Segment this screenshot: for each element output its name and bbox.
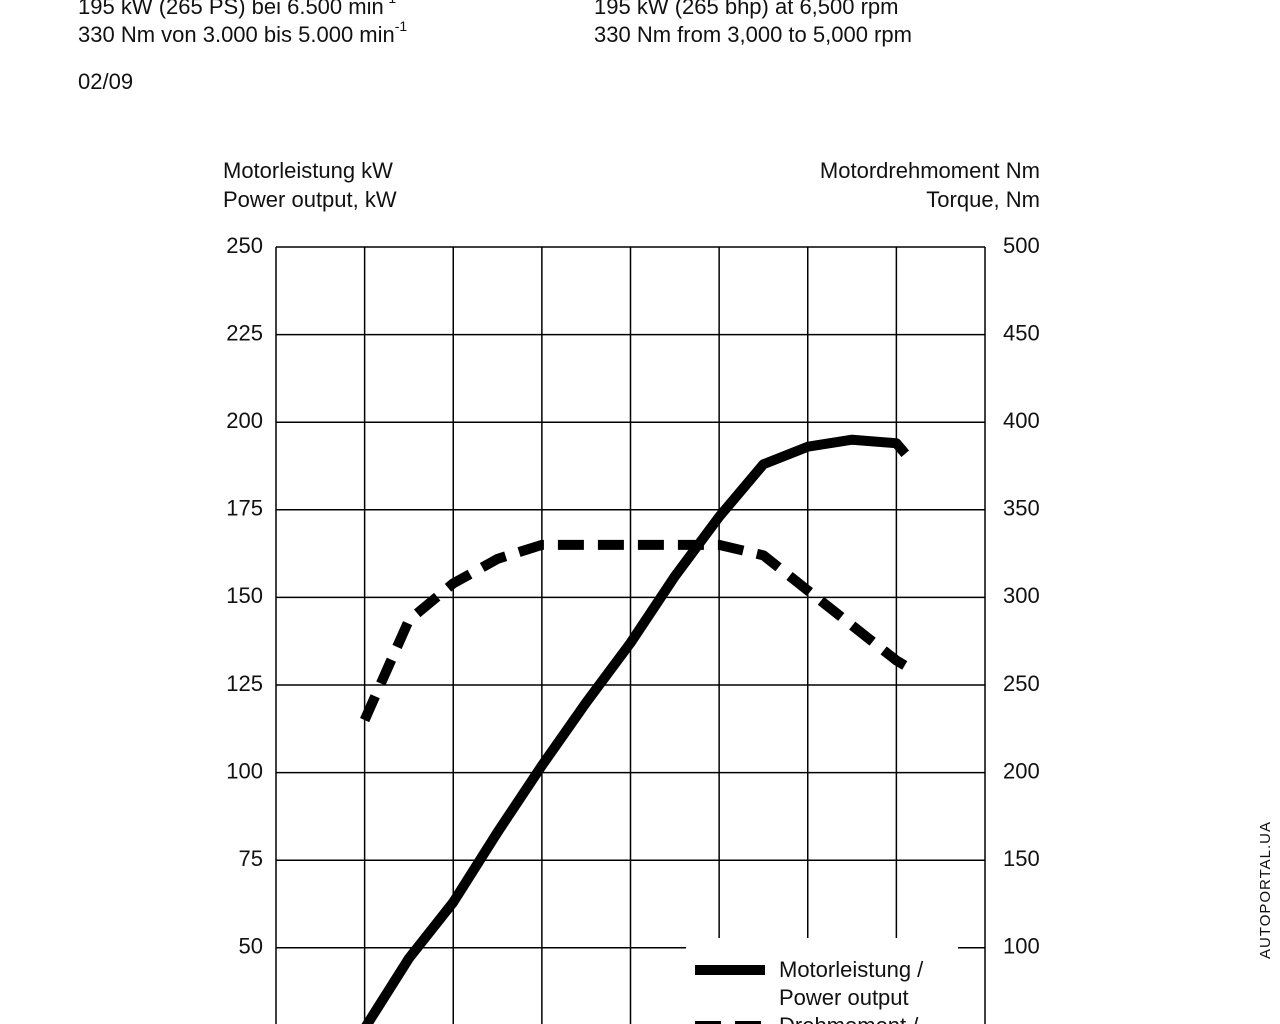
y2-tick-label: 450 <box>1003 320 1040 345</box>
spec-text: 195 kW (265 PS) bei 6.500 min <box>78 0 384 19</box>
y2-axis-title: Motordrehmoment Nm <box>820 158 1040 183</box>
y-axis-title: Motorleistung kW <box>223 158 393 183</box>
spec-line: 330 Nm von 3.000 bis 5.000 min-1 <box>78 18 407 47</box>
y2-tick-label: 400 <box>1003 408 1040 433</box>
legend-label: Drehmoment / Torque <box>779 1012 964 1024</box>
y2-tick-label: 150 <box>1003 846 1040 871</box>
y-tick-label: 225 <box>226 320 263 345</box>
y-tick-label: 125 <box>226 671 263 696</box>
spec-sup: -1 <box>395 18 408 34</box>
y2-axis-title: Torque, Nm <box>926 187 1040 212</box>
y-tick-label: 75 <box>239 846 263 871</box>
spec-text: 330 Nm von 3.000 bis 5.000 min <box>78 22 395 47</box>
y-tick-label: 50 <box>239 934 263 959</box>
legend-label: Motorleistung / Power output <box>779 957 924 1010</box>
spec-line: 195 kW (265 bhp) at 6,500 rpm <box>594 0 899 19</box>
legend-text: Motorleistung / Power output <box>779 957 924 1010</box>
y-tick-label: 250 <box>226 233 263 258</box>
y-tick-label: 175 <box>226 496 263 521</box>
y-axis-title: Power output, kW <box>223 187 397 212</box>
date: 02/09 <box>78 69 133 94</box>
watermark: AUTOPORTAL.UA <box>1257 821 1274 959</box>
y2-tick-label: 100 <box>1003 934 1040 959</box>
y-tick-label: 200 <box>226 408 263 433</box>
spec-line: 330 Nm from 3,000 to 5,000 rpm <box>594 22 912 47</box>
legend-box <box>686 938 958 1024</box>
y2-tick-label: 200 <box>1003 758 1040 783</box>
legend-text: Drehmoment / Torque <box>779 1012 964 1024</box>
spec-sup: -1 <box>384 0 397 6</box>
y-tick-label: 100 <box>226 758 263 783</box>
y2-tick-label: 350 <box>1003 496 1040 521</box>
y2-tick-label: 300 <box>1003 583 1040 608</box>
y2-tick-label: 250 <box>1003 671 1040 696</box>
spec-line: 195 kW (265 PS) bei 6.500 min-1 <box>78 0 396 19</box>
y-tick-label: 150 <box>226 583 263 608</box>
series-line <box>360 539 908 723</box>
y2-tick-label: 500 <box>1003 233 1040 258</box>
series-line <box>361 434 910 1024</box>
